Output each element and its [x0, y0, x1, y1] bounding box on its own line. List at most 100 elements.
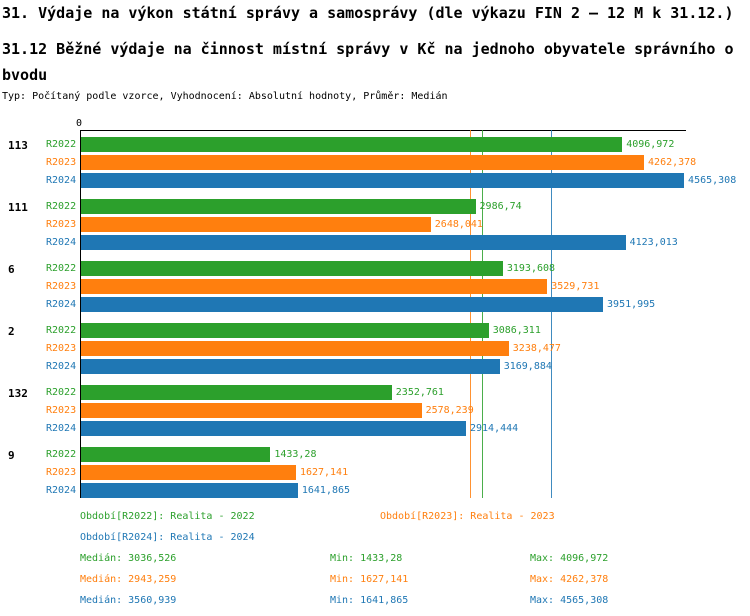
bar-r2023 [81, 217, 431, 232]
bar-r2022 [81, 261, 503, 276]
bar-group-111: 111 R2022 2986,74 R2023 2648,041 R2024 4123,01… [8, 198, 686, 252]
series-label: R2023 [46, 281, 77, 292]
bar-row: R2023 3529,731 [46, 278, 686, 296]
stat-max-r2024: Max: 4565,308 [530, 595, 609, 606]
bar-r2022 [81, 199, 476, 214]
stat-min-r2023: Min: 1627,141 [330, 574, 409, 585]
bar-row: R2024 1641,865 [46, 482, 686, 500]
legend-item-r2024: Období[R2024]: Realita - 2024 [80, 532, 255, 543]
bar-row: R2024 4565,308 [46, 172, 736, 190]
bar-value-label: 3529,731 [551, 281, 600, 292]
bar-r2022 [81, 385, 392, 400]
bar-value-label: 4096,972 [626, 139, 675, 150]
bar-group-9: 9 R2022 1433,28 R2023 1627,141 R2024 1641,865 [8, 446, 686, 500]
bar-value-label: 2578,239 [425, 405, 474, 416]
stat-min-r2024: Min: 1641,865 [330, 595, 409, 606]
bar-row: R2024 4123,013 [46, 234, 686, 252]
bar-r2024 [81, 483, 298, 498]
bar-group-6: 6 R2022 3193,608 R2023 3529,731 R2024 3951,995 [8, 260, 686, 314]
stat-median-r2022: Medián: 3036,526 [80, 553, 177, 564]
series-label: R2024 [46, 361, 77, 372]
report-title: 31. Výdaje na výkon státní správy a samo… [2, 4, 734, 22]
y-axis-line [80, 130, 81, 498]
stat-median-r2023: Medián: 2943,259 [80, 574, 177, 585]
bar-value-label: 2352,761 [395, 387, 444, 398]
bar-row: R2024 2914,444 [46, 420, 686, 438]
bar-row: R2022 2986,74 [46, 198, 686, 216]
chart-legend: Období[R2022]: Realita - 2022 Období[R20… [0, 511, 750, 553]
bar-value-label: 3951,995 [607, 299, 656, 310]
stat-max-r2022: Max: 4096,972 [530, 553, 609, 564]
bar-row: R2022 3086,311 [46, 322, 686, 340]
bar-r2023 [81, 341, 509, 356]
bar-row: R2024 3951,995 [46, 296, 686, 314]
bar-row: R2022 2352,761 [46, 384, 686, 402]
bar-value-label: 1627,141 [299, 467, 349, 478]
series-label: R2024 [46, 237, 77, 248]
bar-row: R2023 4262,378 [46, 154, 696, 172]
median-line-r2024 [551, 130, 553, 498]
bar-value-label: 3238,477 [512, 343, 561, 354]
bar-value-label: 3193,608 [506, 263, 556, 274]
series-label: R2023 [46, 467, 77, 478]
bar-value-label: 2648,041 [434, 219, 483, 230]
series-label: R2023 [46, 157, 77, 168]
x-axis-zero-label: 0 [76, 118, 83, 129]
bar-value-label: 3169,884 [503, 361, 552, 372]
x-axis-line [80, 130, 686, 131]
series-label: R2022 [46, 325, 77, 336]
bar-value-label: 4123,013 [629, 237, 678, 248]
category-label: 2 [8, 325, 15, 338]
bar-r2022 [81, 447, 271, 462]
category-label: 6 [8, 263, 15, 276]
series-label: R2023 [46, 405, 77, 416]
series-label: R2023 [46, 343, 77, 354]
series-label: R2024 [46, 299, 77, 310]
bar-value-label: 2986,74 [479, 201, 522, 212]
bar-r2023 [81, 465, 296, 480]
series-label: R2022 [46, 449, 77, 460]
bar-r2023 [81, 279, 548, 294]
bar-r2023 [81, 155, 645, 170]
bar-row: R2022 3193,608 [46, 260, 686, 278]
stat-median-r2024: Medián: 3560,939 [80, 595, 177, 606]
stat-min-r2022: Min: 1433,28 [330, 553, 403, 564]
bar-row: R2022 1433,28 [46, 446, 686, 464]
series-label: R2024 [46, 423, 77, 434]
plot-area: 113 R2022 4096,972 R2023 4262,378 R2024 4565,3… [8, 130, 736, 500]
bar-row: R2022 4096,972 [46, 136, 686, 154]
category-label: 111 [8, 201, 28, 214]
series-label: R2023 [46, 219, 77, 230]
bar-r2022 [81, 137, 623, 152]
bar-chart: 0 113 R2022 4096,972 R2023 4262,378 R2024 4565… [0, 117, 750, 501]
report-subtitle: 31.12 Běžné výdaje na činnost místní spr… [2, 40, 734, 84]
bar-row: R2024 3169,884 [46, 358, 686, 376]
bar-r2023 [81, 403, 422, 418]
bar-r2024 [81, 421, 466, 436]
bar-row: R2023 1627,141 [46, 464, 686, 482]
bar-row: R2023 2578,239 [46, 402, 686, 420]
series-label: R2024 [46, 485, 77, 496]
stat-max-r2023: Max: 4262,378 [530, 574, 609, 585]
bar-row: R2023 2648,041 [46, 216, 686, 234]
bar-group-132: 132 R2022 2352,761 R2023 2578,239 R2024 2914,4… [8, 384, 686, 438]
bar-r2024 [81, 235, 626, 250]
category-label: 132 [8, 387, 28, 400]
median-line-r2023 [469, 130, 471, 498]
category-label: 9 [8, 449, 15, 462]
bar-value-label: 2914,444 [469, 423, 519, 434]
series-label: R2022 [46, 263, 77, 274]
bar-r2024 [81, 173, 685, 188]
bar-value-label: 1433,28 [274, 449, 317, 460]
bar-row: R2023 3238,477 [46, 340, 686, 358]
bar-value-label: 4262,378 [648, 157, 697, 168]
bar-value-label: 1641,865 [301, 485, 351, 496]
series-label: R2024 [46, 175, 77, 186]
legend-item-r2022: Období[R2022]: Realita - 2022 [80, 511, 255, 522]
median-line-r2022 [482, 130, 484, 498]
bar-group-2: 2 R2022 3086,311 R2023 3238,477 R2024 3169,884 [8, 322, 686, 376]
report-meta: Typ: Počítaný podle vzorce, Vyhodnocení:… [2, 91, 448, 102]
bar-r2022 [81, 323, 489, 338]
bar-group-113: 113 R2022 4096,972 R2023 4262,378 R2024 4565,3… [8, 136, 736, 190]
bar-r2024 [81, 359, 500, 374]
